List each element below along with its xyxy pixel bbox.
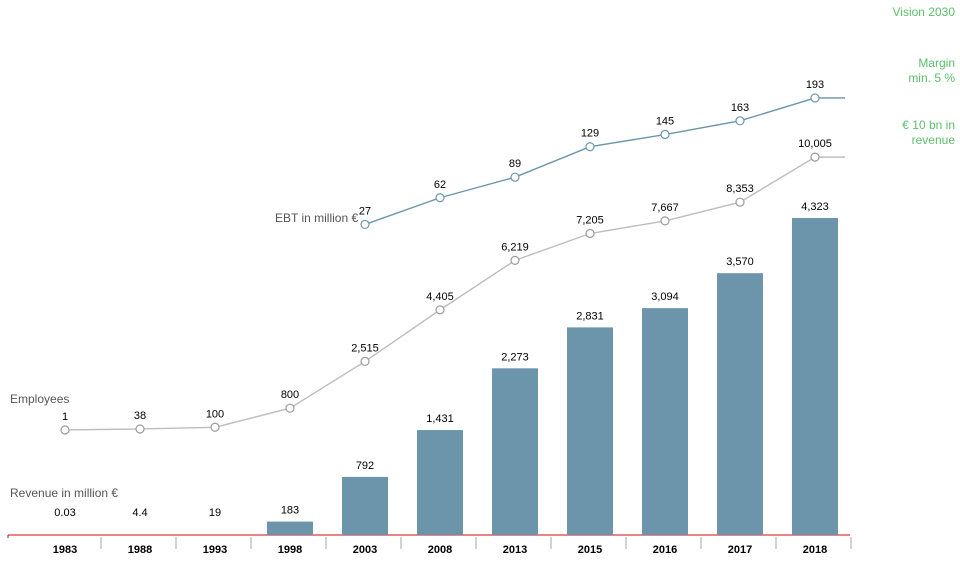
employees-marker [211,423,219,431]
ebt-value: 27 [359,205,371,217]
revenue-bar [717,273,763,535]
ebt-marker [586,143,594,151]
revenue-axis-label: Revenue in million € [10,486,118,500]
employees-marker [586,230,594,238]
combined-chart: 1983 1988 1993 1998 2003 2008 2013 2015 2016 2017… [0,0,960,564]
ebt-series-label: EBT in million € [275,211,358,225]
x-axis-year: 1998 [278,544,302,556]
chart-svg: 1983 1988 1993 1998 2003 2008 2013 2015 2016 2017… [0,0,960,564]
employees-value: 38 [134,410,146,422]
revenue-value: 4,323 [801,201,829,213]
employees-marker [361,357,369,365]
ebt-marker [661,131,669,139]
annotation-margin: Margin [918,56,955,70]
revenue-value: 3,570 [726,256,754,268]
x-axis-year: 2003 [353,544,377,556]
revenue-value: 792 [356,460,374,472]
employees-marker [136,425,144,433]
employees-marker [811,153,819,161]
annotation-margin: min. 5 % [908,71,955,85]
ebt-marker [436,194,444,202]
employees-value: 7,205 [576,215,604,227]
employees-value: 8,353 [726,183,754,195]
employees-marker [61,426,69,434]
revenue-bar [792,218,838,535]
x-axis-year: 2015 [578,544,602,556]
revenue-bar [492,368,538,535]
employees-value: 2,515 [351,342,379,354]
revenue-value: 183 [281,505,299,517]
revenue-value: 0.03 [54,507,75,519]
ebt-value: 163 [731,102,749,114]
employees-value: 4,405 [426,291,454,303]
revenue-value: 2,273 [501,351,529,363]
employees-value: 7,667 [651,202,679,214]
revenue-bar [342,477,388,535]
x-axis-year: 2008 [428,544,452,556]
annotation-revenue-target: € 10 bn in [902,118,955,132]
employees-value: 10,005 [798,138,832,150]
employees-marker [286,404,294,412]
ebt-value: 62 [434,179,446,191]
x-axis-year: 2018 [803,544,827,556]
employees-value: 6,219 [501,241,529,253]
ebt-value: 193 [806,79,824,91]
revenue-bar [267,522,313,535]
ebt-marker [811,94,819,102]
ebt-marker [736,117,744,125]
ebt-marker [511,173,519,181]
ebt-value: 145 [656,116,674,128]
employees-value: 1 [62,411,68,423]
x-axis-year: 1988 [128,544,152,556]
revenue-bar [417,430,463,535]
x-axis-year: 1993 [203,544,227,556]
revenue-value: 3,094 [651,291,679,303]
ebt-value: 89 [509,158,521,170]
revenue-bar [642,308,688,535]
annotation-revenue-target: revenue [912,133,956,147]
employees-marker [436,306,444,314]
annotation-vision: Vision 2030 [893,5,956,19]
x-axis-year: 1983 [53,544,77,556]
revenue-value: 1,431 [426,413,454,425]
revenue-value: 2,831 [576,310,604,322]
revenue-value: 19 [209,507,221,519]
x-axis-year: 2017 [728,544,752,556]
ebt-line [365,98,815,224]
employees-marker [736,198,744,206]
employees-series-label: Employees [10,392,69,406]
employees-marker [661,217,669,225]
employees-value: 100 [206,408,224,420]
x-axis-year: 2013 [503,544,527,556]
ebt-marker [361,220,369,228]
ebt-value: 129 [581,128,599,140]
revenue-bar [567,327,613,535]
revenue-value: 4.4 [132,507,147,519]
employees-value: 800 [281,389,299,401]
x-axis-year: 2016 [653,544,677,556]
employees-marker [511,256,519,264]
